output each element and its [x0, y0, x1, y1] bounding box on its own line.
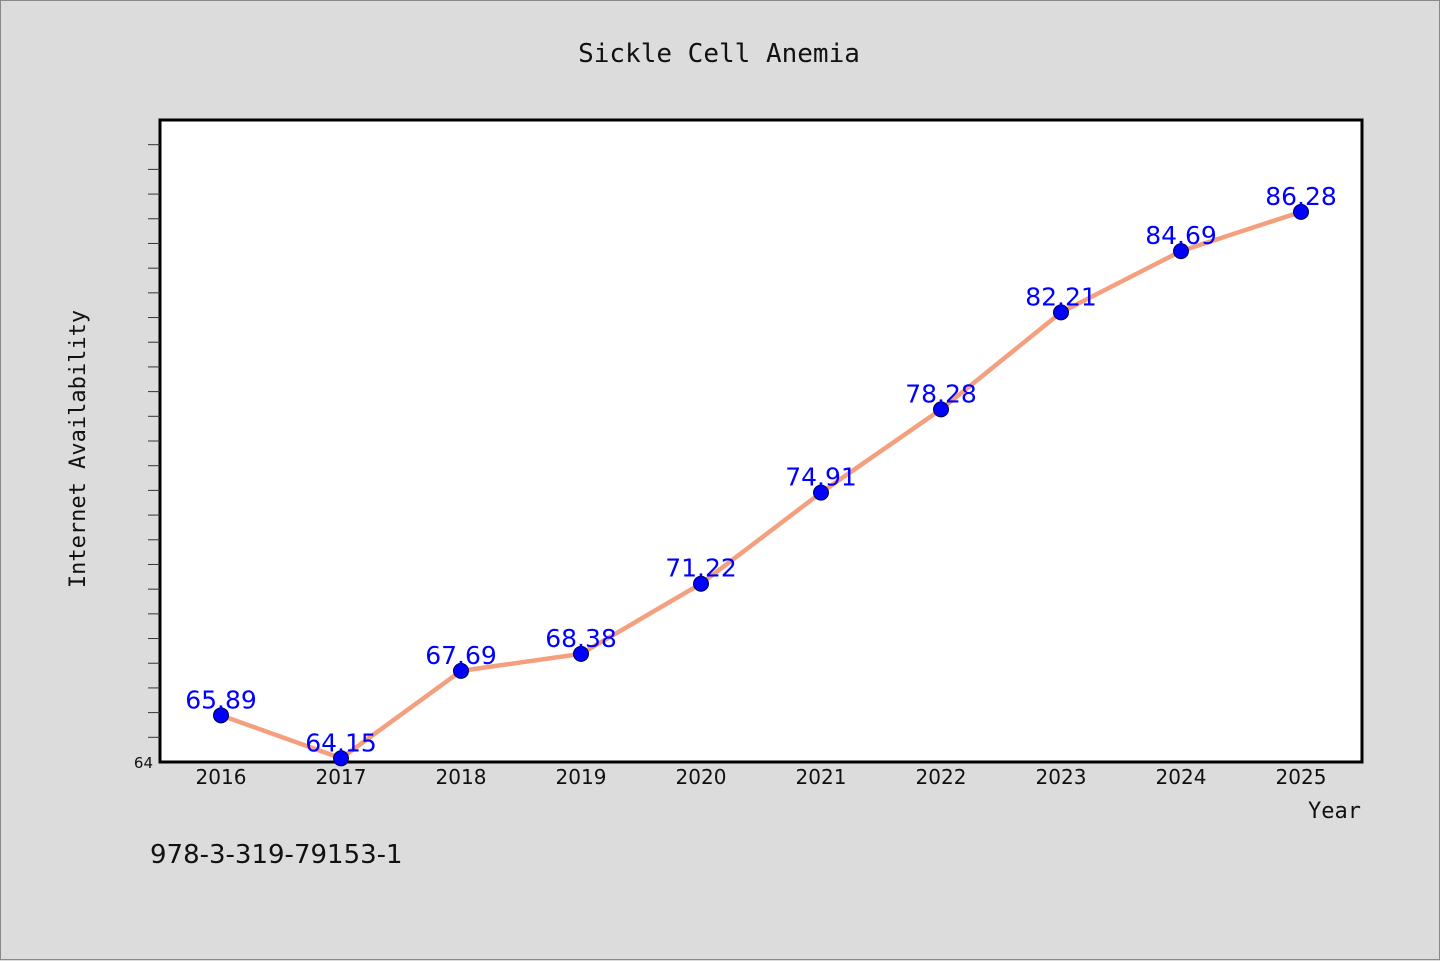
x-tick-label: 2019: [556, 765, 607, 789]
data-point-marker: [1173, 243, 1189, 260]
y-axis-ticks: [148, 144, 160, 738]
series-line: [220, 209, 1302, 761]
series-markers: [213, 203, 1309, 767]
data-label: 74.91: [785, 463, 857, 492]
data-point-marker: [813, 484, 829, 501]
data-point-marker: [1293, 203, 1309, 220]
x-tick-label: 2018: [436, 765, 487, 789]
data-point-marker: [1053, 304, 1069, 321]
x-tick-label: 2016: [196, 765, 247, 789]
chart-title: Sickle Cell Anemia: [578, 39, 860, 69]
data-label: 71.22: [665, 554, 737, 583]
x-tick-labels: 2016 2017 2018 2019 2020 2021 2022 2023 2024 2025: [196, 765, 1327, 789]
x-axis-label: Year: [1308, 799, 1361, 824]
data-point-marker: [333, 750, 349, 767]
data-point-marker: [573, 645, 589, 662]
x-tick-label: 2025: [1276, 765, 1327, 789]
data-label: 64.15: [305, 728, 377, 757]
x-tick-label: 2024: [1156, 765, 1207, 789]
data-label: 78.28: [905, 379, 977, 408]
y-tick-labels: 64: [134, 754, 153, 772]
data-labels: 65.89 64.15 67.69 68.38 71.22 74.91 78.28 82.21…: [185, 182, 1337, 757]
data-label: 82.21: [1025, 282, 1097, 311]
data-label: 86.28: [1265, 182, 1337, 211]
isbn-footer: 978-3-319-79153-1: [150, 840, 403, 870]
plot-area: [158, 118, 1364, 764]
data-point-marker: [693, 575, 709, 592]
data-point-marker: [933, 401, 949, 418]
x-tick-label: 2017: [316, 765, 367, 789]
data-label: 84.69: [1145, 221, 1217, 250]
x-tick-label: 2023: [1036, 765, 1087, 789]
y-tick-label: 64: [134, 754, 153, 772]
data-label: 67.69: [425, 641, 497, 670]
data-label: 65.89: [185, 685, 257, 714]
x-tick-label: 2020: [676, 765, 727, 789]
data-label: 68.38: [545, 624, 617, 653]
y-axis-label: Internet Availability: [66, 310, 91, 588]
x-tick-label: 2022: [916, 765, 967, 789]
x-tick-label: 2021: [796, 765, 847, 789]
data-point-marker: [453, 662, 469, 679]
data-point-marker: [213, 707, 229, 724]
